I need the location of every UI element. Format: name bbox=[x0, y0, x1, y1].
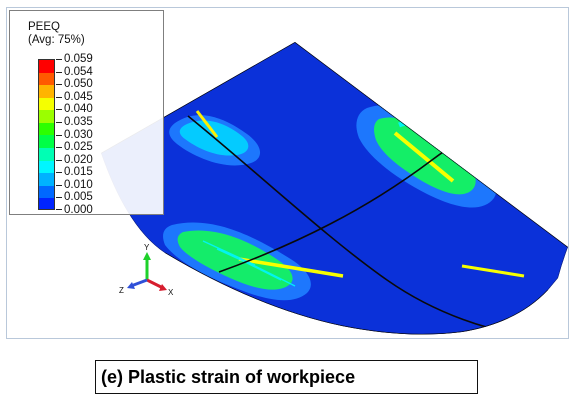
legend-swatch bbox=[39, 198, 54, 209]
strain-band-right-lower-line bbox=[461, 264, 525, 278]
legend-value: 0.054 bbox=[64, 65, 93, 78]
legend-value-labels: 0.059 0.054 0.050 0.045 0.040 0.035 0.03… bbox=[64, 53, 154, 219]
legend-tick bbox=[56, 71, 62, 73]
legend-title: PEEQ (Avg: 75%) bbox=[28, 21, 85, 47]
legend-value: 0.050 bbox=[64, 78, 93, 91]
legend-swatch bbox=[39, 97, 54, 111]
legend-tick bbox=[56, 59, 62, 60]
y-axis-label: Y bbox=[144, 243, 150, 252]
legend-tick bbox=[56, 184, 62, 186]
legend-swatch bbox=[39, 173, 54, 186]
x-axis-line bbox=[146, 278, 164, 290]
legend-value: 0.005 bbox=[64, 191, 93, 204]
legend-tick bbox=[56, 172, 62, 174]
strain-band-top-left-line bbox=[195, 110, 219, 138]
legend-swatch bbox=[39, 148, 54, 161]
legend-swatch bbox=[39, 135, 54, 149]
x-axis-label: X bbox=[168, 288, 174, 297]
legend-swatch bbox=[39, 160, 54, 174]
legend-title-variable: PEEQ bbox=[28, 21, 60, 33]
strain-band-bottom-line bbox=[238, 257, 344, 278]
legend-tick bbox=[56, 147, 62, 149]
z-axis-arrowhead bbox=[127, 282, 135, 289]
z-axis-line bbox=[130, 278, 148, 288]
legend-title-averaging: (Avg: 75%) bbox=[28, 34, 85, 46]
legend-value: 0.015 bbox=[64, 166, 93, 179]
seam-line-long bbox=[187, 115, 529, 335]
legend-tick bbox=[56, 209, 62, 210]
strain-band-edge-stripes bbox=[202, 240, 296, 287]
legend-tick bbox=[56, 84, 62, 86]
coordinate-triad: Y X Z bbox=[111, 244, 175, 302]
legend-value: 0.045 bbox=[64, 90, 93, 103]
legend-value: 0.035 bbox=[64, 115, 93, 128]
seam-line-outer bbox=[101, 42, 568, 248]
y-axis-arrowhead bbox=[143, 252, 151, 260]
z-axis-label: Z bbox=[119, 286, 124, 295]
legend-swatch bbox=[39, 60, 54, 73]
workpiece-contour-model bbox=[101, 42, 568, 335]
legend-value: 0.020 bbox=[64, 153, 93, 166]
legend-swatch bbox=[39, 85, 54, 98]
coordinate-triad-svg bbox=[127, 252, 167, 291]
strain-zone-right-yellow bbox=[393, 131, 455, 183]
legend-swatch bbox=[39, 110, 54, 123]
legend-value: 0.000 bbox=[64, 204, 93, 216]
legend-tick bbox=[56, 96, 62, 98]
legend-swatch bbox=[39, 122, 54, 136]
peeq-legend: PEEQ (Avg: 75%) bbox=[9, 10, 164, 216]
legend-value: 0.030 bbox=[64, 128, 93, 141]
strain-zone-bottom-green bbox=[177, 230, 293, 290]
legend-tick bbox=[56, 197, 62, 199]
legend-ticks bbox=[56, 59, 64, 210]
legend-tick bbox=[56, 121, 62, 123]
caption-box: (e) Plastic strain of workpiece bbox=[95, 360, 478, 394]
legend-tick bbox=[56, 134, 62, 136]
legend-value: 0.010 bbox=[64, 178, 93, 191]
x-axis-arrowhead bbox=[159, 284, 167, 291]
legend-value: 0.040 bbox=[64, 103, 93, 116]
legend-swatch bbox=[39, 185, 54, 199]
legend-swatch bbox=[39, 72, 54, 86]
legend-value: 0.025 bbox=[64, 141, 93, 154]
fea-viewport: PEEQ (Avg: 75%) bbox=[6, 7, 569, 339]
legend-tick bbox=[56, 109, 62, 111]
legend-value: 0.059 bbox=[64, 53, 93, 65]
legend-tick bbox=[56, 159, 62, 161]
figure-caption: (e) Plastic strain of workpiece bbox=[101, 367, 356, 387]
legend-color-bar bbox=[38, 59, 55, 210]
seam-line-lower-edge bbox=[164, 252, 549, 335]
